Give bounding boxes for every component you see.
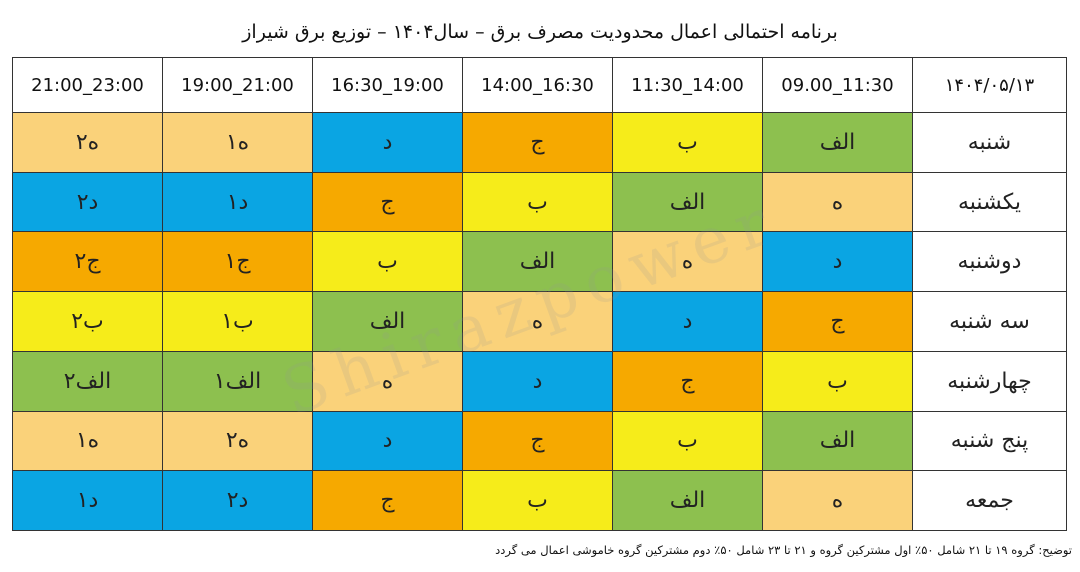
table-row: ه۱ ه۲ د ج ب الف پنج شنبه: [12, 410, 1067, 472]
group-cell: د: [612, 291, 763, 352]
header-row: 21:00_23:00 19:00_21:00 16:30_19:00 14:0…: [12, 57, 1067, 113]
group-cell: ج: [612, 350, 763, 412]
time-slot-header: 21:00_23:00: [12, 57, 163, 113]
group-cell: ب: [462, 470, 613, 531]
table-row: الف۲ الف۱ ه د ج ب چهارشنبه: [12, 350, 1067, 412]
group-cell: د۱: [12, 470, 163, 531]
group-cell: د: [312, 410, 463, 472]
group-cell: ج۲: [12, 231, 163, 293]
group-cell: ج۱: [162, 231, 313, 293]
group-cell: ب: [312, 231, 463, 293]
group-cell: ج: [462, 112, 613, 173]
group-cell: د۱: [162, 171, 313, 233]
table-row: ج۲ ج۱ ب الف ه د دوشنبه: [12, 231, 1067, 293]
day-label: سه شنبه: [912, 291, 1067, 352]
table-row: ب۲ ب۱ الف ه د ج سه شنبه: [12, 291, 1067, 352]
page-title: برنامه احتمالی اعمال محدودیت مصرف برق – …: [242, 21, 838, 43]
group-cell: ب: [462, 171, 613, 233]
group-cell: ه: [612, 231, 763, 293]
group-cell: ج: [762, 291, 913, 352]
day-label: یکشنبه: [912, 171, 1067, 233]
group-cell: ب: [612, 410, 763, 472]
table-row: ه۲ ه۱ د ج ب الف شنبه: [12, 112, 1067, 173]
footnote: توضیح: گروه ۱۹ تا ۲۱ شامل ۵۰٪ اول مشترکی…: [495, 543, 1072, 557]
group-cell: د: [312, 112, 463, 173]
group-cell: ب: [612, 112, 763, 173]
group-cell: الف: [462, 231, 613, 293]
group-cell: ه: [462, 291, 613, 352]
time-slot-header: 16:30_19:00: [312, 57, 463, 113]
group-cell: ه: [762, 171, 913, 233]
group-cell: الف: [762, 112, 913, 173]
group-cell: الف۱: [162, 350, 313, 412]
group-cell: الف۲: [12, 350, 163, 412]
day-label: شنبه: [912, 112, 1067, 173]
time-slot-header: 19:00_21:00: [162, 57, 313, 113]
group-cell: د: [462, 350, 613, 412]
day-label: پنج شنبه: [912, 410, 1067, 472]
table-row: د۲ د۱ ج ب الف ه یکشنبه: [12, 171, 1067, 233]
group-cell: د: [762, 231, 913, 293]
table-row: د۱ د۲ ج ب الف ه جمعه: [12, 470, 1067, 531]
group-cell: ه۱: [12, 410, 163, 472]
group-cell: ب۱: [162, 291, 313, 352]
day-label: چهارشنبه: [912, 350, 1067, 412]
group-cell: ب۲: [12, 291, 163, 352]
group-cell: الف: [612, 470, 763, 531]
group-cell: د۲: [162, 470, 313, 531]
date-header: ۱۴۰۴/۰۵/۱۳: [912, 57, 1067, 113]
group-cell: الف: [762, 410, 913, 472]
time-slot-header: 09.00_11:30: [762, 57, 913, 113]
group-cell: ب: [762, 350, 913, 412]
time-slot-header: 11:30_14:00: [612, 57, 763, 113]
day-label: جمعه: [912, 470, 1067, 531]
group-cell: ج: [312, 470, 463, 531]
group-cell: ه: [762, 470, 913, 531]
day-label: دوشنبه: [912, 231, 1067, 293]
group-cell: ج: [312, 171, 463, 233]
group-cell: ه۲: [162, 410, 313, 472]
group-cell: ه: [312, 350, 463, 412]
outage-schedule-table: 21:00_23:00 19:00_21:00 16:30_19:00 14:0…: [12, 57, 1067, 531]
group-cell: ج: [462, 410, 613, 472]
group-cell: الف: [312, 291, 463, 352]
group-cell: ه۲: [12, 112, 163, 173]
time-slot-header: 14:00_16:30: [462, 57, 613, 113]
group-cell: ه۱: [162, 112, 313, 173]
group-cell: الف: [612, 171, 763, 233]
group-cell: د۲: [12, 171, 163, 233]
